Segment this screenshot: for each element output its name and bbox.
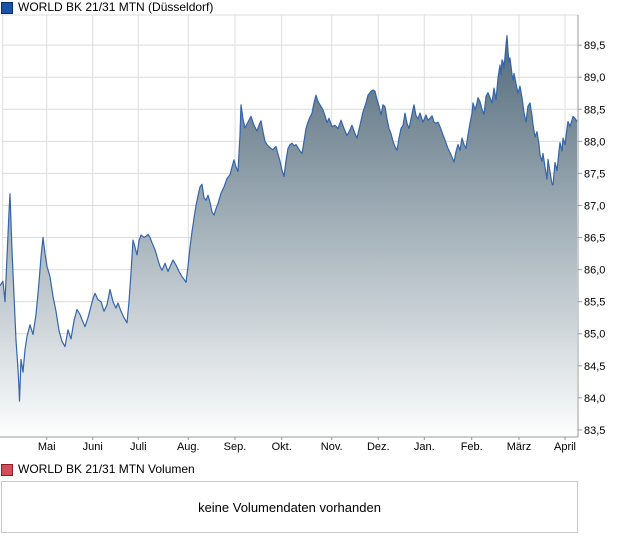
y-axis-label: 89,5 (584, 40, 605, 52)
x-axis-label: Dez. (367, 441, 390, 453)
y-axis-label: 86,0 (584, 265, 605, 277)
y-axis-label: 85,5 (584, 297, 605, 309)
x-axis-label: März (507, 441, 531, 453)
x-axis-label: Aug. (177, 441, 200, 453)
x-axis-label: April (554, 441, 576, 453)
y-axis-label: 88,0 (584, 136, 605, 148)
price-area (0, 35, 577, 437)
price-legend-label: WORLD BK 21/31 MTN (Düsseldorf) (18, 0, 214, 14)
x-axis-label: Mai (38, 441, 56, 453)
x-axis-label: Juni (83, 441, 103, 453)
price-line (0, 34, 578, 402)
x-axis-label: Feb. (461, 441, 483, 453)
x-axis-label: Okt. (272, 441, 292, 453)
x-axis-label: Nov. (321, 441, 343, 453)
volume-empty-message: keine Volumendaten vorhanden (198, 499, 381, 515)
volume-legend-label: WORLD BK 21/31 MTN Volumen (18, 462, 195, 476)
y-axis-label: 88,5 (584, 104, 605, 116)
x-axis-label: Jan. (414, 441, 435, 453)
y-axis-label: 87,0 (584, 200, 605, 212)
y-axis-label: 84,0 (584, 393, 605, 405)
y-axis-label: 86,5 (584, 233, 605, 245)
price-series-swatch-icon (1, 1, 13, 14)
price-chart: 89,5 89,0 88,5 88,0 87,5 87,0 86,5 86,0 85,5 85,0… (0, 14, 605, 453)
x-axis-label: Juli (130, 441, 147, 453)
y-axis-label: 89,0 (584, 72, 605, 84)
y-axis-label: 83,5 (584, 425, 605, 437)
y-axis-label: 85,0 (584, 329, 605, 341)
price-legend: WORLD BK 21/31 MTN (Düsseldorf) (1, 1, 213, 14)
volume-panel: keine Volumendaten vorhanden (1, 481, 578, 533)
y-axis-label: 87,5 (584, 168, 605, 180)
volume-legend: WORLD BK 21/31 MTN Volumen (1, 463, 195, 476)
y-axis-label: 84,5 (584, 361, 605, 373)
volume-series-swatch-icon (1, 463, 13, 476)
x-axis-label: Sep. (224, 441, 247, 453)
